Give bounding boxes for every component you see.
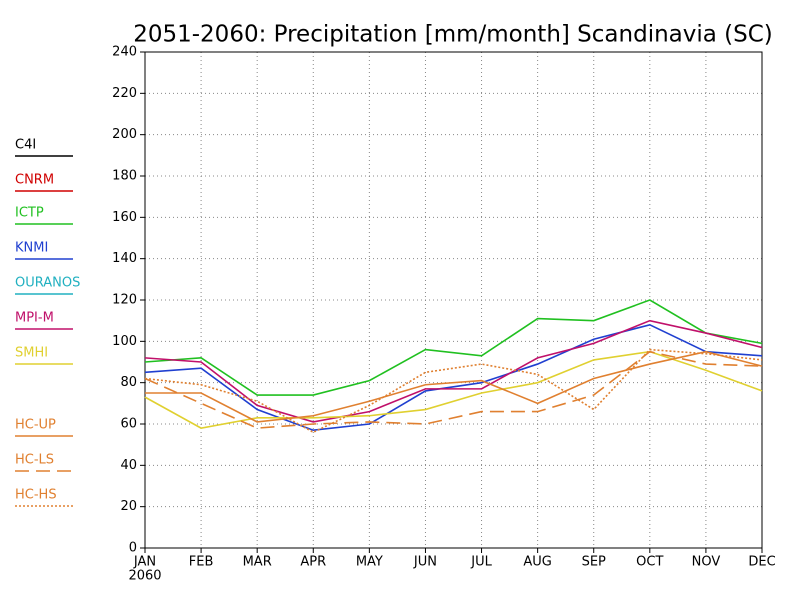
y-tick-label: 40 — [120, 458, 137, 473]
x-tick-label: SEP — [582, 555, 606, 570]
y-tick-label: 140 — [112, 251, 137, 266]
y-tick-label: 160 — [112, 210, 137, 225]
x-tick-label: FEB — [189, 555, 214, 570]
series-line — [145, 350, 763, 423]
legend-label: OURANOS — [15, 276, 80, 291]
legend-label: ICTP — [15, 206, 44, 221]
legend-label: MPI-M — [15, 311, 54, 326]
y-tick-label: 100 — [112, 334, 137, 349]
x-tick-label: NOV — [692, 555, 721, 570]
y-tick-label: 200 — [112, 127, 137, 142]
legend-label: KNMI — [15, 241, 48, 256]
plot-frame — [144, 51, 763, 549]
x-tick-label: OCT — [636, 555, 663, 570]
x-tick-label: MAY — [356, 555, 383, 570]
x-tick-label: MAR — [243, 555, 272, 570]
series-line — [144, 348, 763, 434]
y-tick-label: 80 — [120, 375, 137, 390]
series-line — [144, 350, 763, 429]
series-line — [144, 299, 763, 396]
legend-label: HC-LS — [15, 453, 54, 468]
x-tick-label: DEC — [748, 555, 775, 570]
x-tick-label: JUL — [470, 555, 492, 570]
legend-label: C4I — [15, 138, 36, 153]
legend-label: CNRM — [15, 173, 54, 188]
y-tick-label: 0 — [129, 541, 137, 556]
y-tick-label: 20 — [120, 499, 137, 514]
series-line — [144, 319, 763, 423]
x-tick-label: JUN — [413, 555, 437, 570]
series-line — [144, 323, 763, 432]
chart-title: 2051-2060: Precipitation [mm/month] Scan… — [133, 22, 773, 48]
x-tick-label: JAN — [133, 555, 156, 570]
legend-label: SMHI — [15, 346, 48, 361]
legend-label: HC-HS — [15, 488, 57, 503]
y-tick-label: 120 — [112, 293, 137, 308]
x-tick-label: AUG — [523, 555, 551, 570]
series-line — [144, 350, 763, 429]
legend-label: HC-UP — [15, 418, 56, 433]
x-tick-label: APR — [300, 555, 326, 570]
x-sublabel: 2060 — [128, 569, 161, 584]
y-tick-label: 60 — [120, 417, 137, 432]
y-tick-label: 180 — [112, 169, 137, 184]
y-tick-label: 240 — [112, 45, 137, 60]
y-tick-label: 220 — [112, 86, 137, 101]
